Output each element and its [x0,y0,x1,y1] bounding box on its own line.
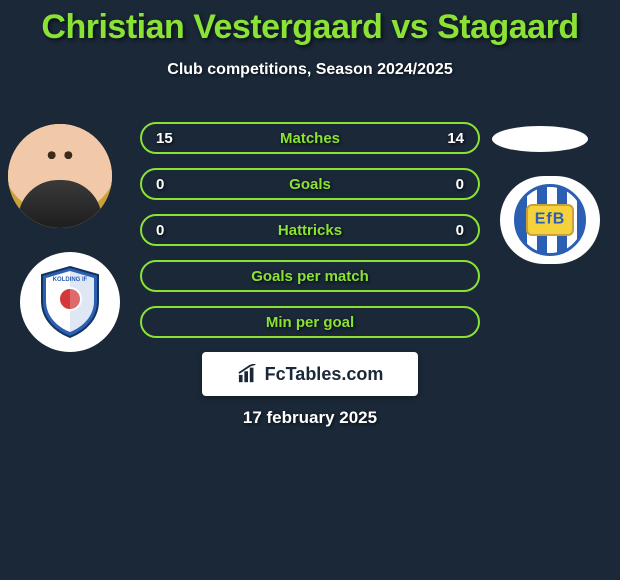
watermark-text: FcTables.com [265,364,384,385]
stat-row-goals-per-match: Goals per match [140,260,480,292]
stats-table: 15 Matches 14 0 Goals 0 0 Hattricks 0 Go… [140,122,480,352]
stat-label: Goals per match [251,268,369,285]
stat-row-goals: 0 Goals 0 [140,168,480,200]
stat-row-min-per-goal: Min per goal [140,306,480,338]
club-badge-left: KOLDING IF [20,252,120,352]
page-title: Christian Vestergaard vs Stagaard [0,0,620,47]
player-right-placeholder [492,126,588,152]
stat-left-value: 0 [156,222,180,239]
bar-chart-icon [237,364,259,384]
stat-label: Hattricks [278,222,342,239]
stat-row-hattricks: 0 Hattricks 0 [140,214,480,246]
efb-badge-icon [514,184,586,256]
shield-icon: KOLDING IF [38,265,102,339]
stat-label: Goals [289,176,331,193]
stat-left-value: 0 [156,176,180,193]
stat-row-matches: 15 Matches 14 [140,122,480,154]
stat-label: Min per goal [266,314,354,331]
page-subtitle: Club competitions, Season 2024/2025 [0,61,620,79]
stat-right-value: 0 [440,222,464,239]
watermark: FcTables.com [202,352,418,396]
stat-left-value: 15 [156,130,180,147]
stat-right-value: 0 [440,176,464,193]
footer-date: 17 february 2025 [0,408,620,428]
stat-right-value: 14 [440,130,464,147]
stat-label: Matches [280,130,340,147]
player-left-photo [8,124,112,228]
club-badge-right [500,176,600,264]
shield-text: KOLDING IF [53,277,88,283]
